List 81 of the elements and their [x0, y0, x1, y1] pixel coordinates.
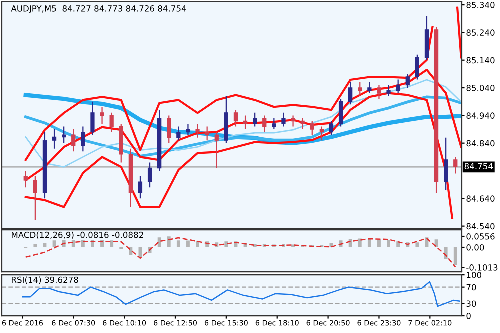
- candlestick: [444, 137, 448, 191]
- bar: [158, 238, 162, 248]
- candlestick: [348, 82, 353, 106]
- candlestick: [196, 123, 200, 138]
- bar: [224, 242, 228, 248]
- candlestick: [176, 126, 181, 142]
- bar: [129, 248, 133, 256]
- y-tick-label: 100: [467, 272, 482, 278]
- candlestick: [100, 106, 104, 125]
- candlestick: [81, 126, 86, 152]
- candlestick: [291, 115, 296, 128]
- candlestick: [454, 156, 458, 174]
- bar: [81, 240, 85, 248]
- y-tick-label: 84.940: [466, 112, 495, 119]
- candlestick: [138, 176, 143, 200]
- bar: [100, 240, 104, 248]
- candlestick: [338, 98, 344, 128]
- bar: [72, 240, 76, 248]
- y-tick-label: 84.640: [466, 196, 495, 202]
- bar: [186, 240, 190, 248]
- bar: [387, 240, 390, 248]
- annotation: RSI(14) 39.6278: [12, 276, 78, 284]
- candlestick: [167, 115, 172, 144]
- candlestick: [52, 128, 57, 150]
- candlestick: [282, 112, 286, 128]
- bar: [167, 236, 171, 248]
- candlestick: [310, 120, 314, 136]
- bar: [176, 240, 180, 248]
- bar: [358, 238, 362, 248]
- candlestick: [358, 82, 362, 97]
- candlestick: [234, 110, 238, 128]
- y-tick-label: -0.1013: [466, 264, 498, 271]
- bar: [416, 242, 420, 248]
- y-tick-label: 0.00: [466, 244, 484, 251]
- annotation: MACD(12,26,9) -0.0816 -0.0882: [12, 232, 144, 240]
- candlestick: [253, 112, 258, 128]
- y-tick-label: 70: [466, 284, 476, 291]
- bar: [454, 248, 458, 266]
- candlestick: [386, 84, 391, 97]
- candlestick: [186, 123, 190, 136]
- bar: [348, 239, 352, 248]
- candlestick: [396, 79, 400, 94]
- y-tick-label: 85.240: [466, 30, 495, 36]
- candlestick: [415, 54, 420, 80]
- chart-title: AUDJPY,M5 84.727 84.773 84.726 84.754: [11, 6, 186, 14]
- candlestick: [24, 170, 28, 188]
- candlestick: [320, 126, 324, 142]
- bar: [368, 239, 372, 248]
- y-tick-label: 0.0556: [466, 233, 495, 240]
- y-tick-label: 85.140: [466, 57, 495, 64]
- candlestick: [243, 115, 248, 130]
- y-tick-label: 0: [466, 313, 471, 320]
- y-tick-label: 84.540: [466, 223, 495, 230]
- bar: [34, 244, 38, 248]
- bar: [378, 240, 381, 248]
- candlestick: [110, 112, 114, 133]
- candlestick: [205, 126, 210, 142]
- candlestick: [214, 132, 219, 169]
- candlestick: [329, 120, 334, 136]
- candlestick: [33, 176, 38, 221]
- line-series: [25, 79, 462, 168]
- candlestick: [72, 128, 76, 152]
- y-tick-label: 84.840: [466, 140, 495, 147]
- candlestick: [300, 118, 305, 130]
- y-tick-label: 85.040: [466, 85, 495, 92]
- bar: [434, 240, 438, 248]
- candlestick: [368, 82, 372, 94]
- y-tick-label: 85.340: [466, 2, 495, 8]
- candlestick: [262, 115, 267, 133]
- candlestick: [148, 162, 152, 188]
- line-series: [24, 69, 462, 182]
- candlestick: [272, 118, 276, 130]
- bar: [444, 248, 448, 260]
- bar: [110, 240, 114, 248]
- candlestick: [62, 126, 66, 144]
- ref-line-label: 84.754: [464, 163, 493, 170]
- candlestick: [377, 84, 382, 100]
- y-tick-label: 30: [466, 300, 476, 308]
- candlestick: [90, 101, 95, 136]
- line-series: [24, 92, 454, 220]
- candlestick: [406, 74, 410, 89]
